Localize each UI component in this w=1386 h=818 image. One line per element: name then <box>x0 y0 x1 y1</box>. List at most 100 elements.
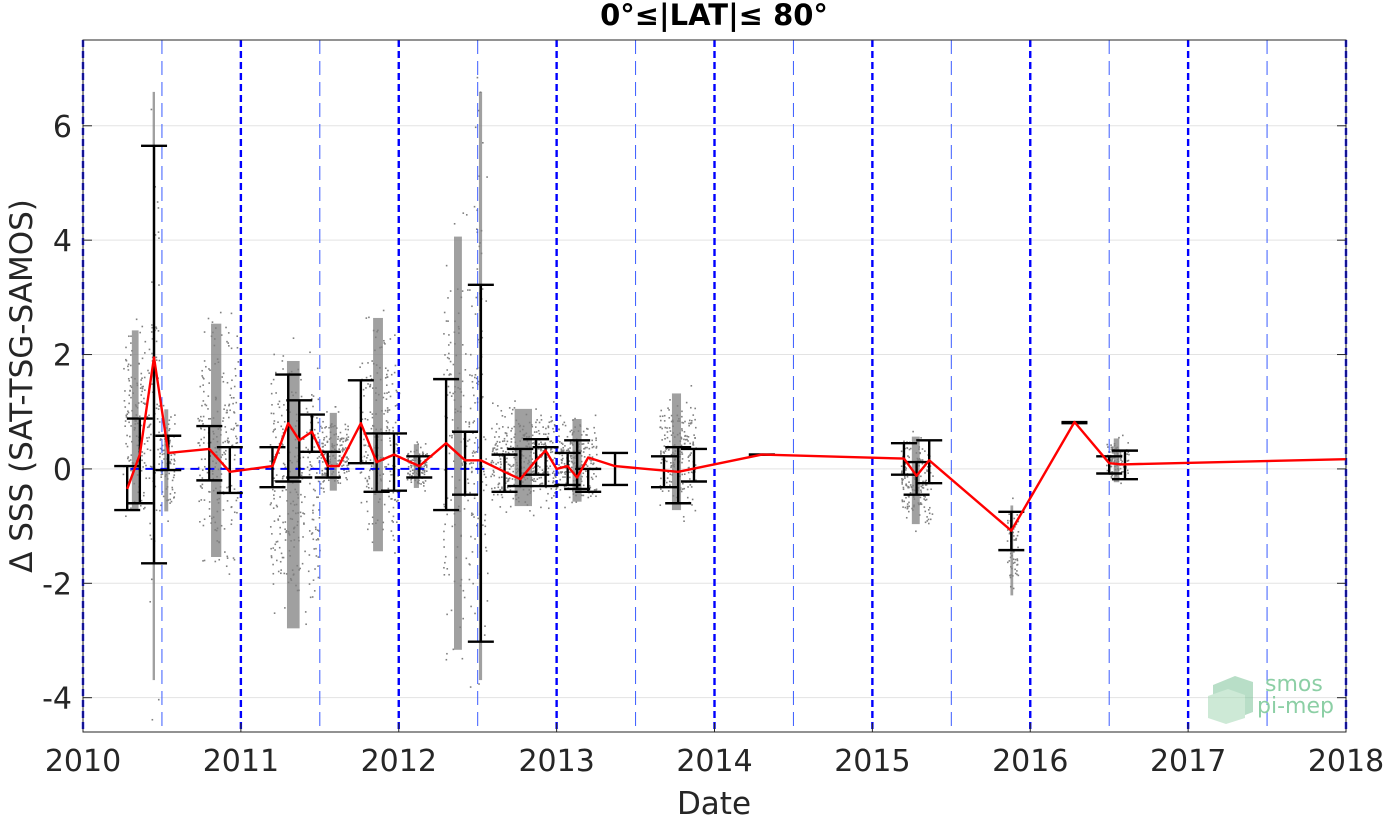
scatter-point <box>512 470 515 473</box>
scatter-point <box>275 474 278 476</box>
scatter-point <box>270 502 272 504</box>
scatter-point <box>360 471 363 473</box>
scatter-point <box>236 437 238 440</box>
scatter-point <box>689 484 692 486</box>
scatter-point <box>389 440 391 442</box>
scatter-point <box>446 369 449 371</box>
scatter-point <box>501 496 504 499</box>
scatter-point <box>124 425 126 428</box>
scatter-point <box>902 506 904 508</box>
scatter-point <box>144 352 146 354</box>
scatter-point <box>233 385 236 388</box>
scatter-point <box>469 374 471 376</box>
scatter-point <box>275 392 277 394</box>
scatter-point <box>568 450 571 453</box>
scatter-point <box>692 444 695 446</box>
scatter-point <box>908 496 910 498</box>
scatter-point <box>560 450 563 453</box>
scatter-point <box>446 356 449 359</box>
scatter-point <box>550 448 553 451</box>
scatter-point <box>150 466 153 468</box>
scatter-point <box>154 485 157 488</box>
scatter-point <box>201 469 204 471</box>
scatter-band <box>211 323 222 557</box>
scatter-point <box>538 477 541 479</box>
scatter-point <box>363 438 365 441</box>
scatter-point <box>540 476 543 479</box>
scatter-point <box>312 488 315 491</box>
scatter-point <box>234 454 236 457</box>
scatter-point <box>203 465 206 468</box>
scatter-point <box>554 425 556 427</box>
scatter-point <box>422 485 425 487</box>
scatter-point <box>668 440 671 443</box>
scatter-point <box>552 459 554 461</box>
scatter-point <box>564 476 566 478</box>
scatter-point <box>423 471 426 473</box>
scatter-point <box>313 446 316 448</box>
scatter-point <box>560 462 563 464</box>
scatter-point <box>323 491 325 493</box>
scatter-point <box>148 436 150 439</box>
scatter-point <box>903 500 906 503</box>
scatter-point <box>342 440 344 443</box>
scatter-point <box>366 510 369 513</box>
scatter-point <box>226 555 229 558</box>
scatter-point <box>550 416 552 418</box>
scatter-point <box>361 362 364 365</box>
scatter-point <box>280 414 283 417</box>
error-bar-2 <box>141 144 168 565</box>
scatter-point <box>208 515 211 518</box>
scatter-point <box>473 483 476 485</box>
scatter-point <box>235 435 237 438</box>
scatter-point <box>1012 562 1015 564</box>
scatter-point <box>533 478 535 480</box>
scatter-point <box>279 526 281 529</box>
scatter-point <box>472 421 475 424</box>
scatter-point <box>474 538 476 540</box>
scatter-point <box>900 471 903 474</box>
scatter-point <box>144 402 146 405</box>
scatter-point <box>471 452 474 454</box>
scatter-point <box>681 429 683 432</box>
scatter-point <box>139 331 141 334</box>
scatter-point <box>425 464 428 467</box>
y-tick-label-1: -2 <box>42 567 72 602</box>
scatter-point <box>308 473 311 476</box>
scatter-point <box>144 340 147 343</box>
scatter-point <box>208 490 210 493</box>
scatter-point <box>346 478 348 481</box>
scatter-point <box>541 482 544 485</box>
scatter-point <box>143 376 146 379</box>
scatter-point <box>448 452 451 455</box>
scatter-point <box>583 447 585 450</box>
scatter-point <box>368 475 370 478</box>
scatter-point <box>273 477 275 479</box>
scatter-point <box>501 455 504 457</box>
scatter-point <box>155 340 158 343</box>
error-bar-27 <box>665 445 692 505</box>
scatter-point <box>691 504 693 506</box>
smos-pi-mep-logo: smos pi-mep <box>1208 672 1334 724</box>
scatter-point <box>392 430 395 432</box>
scatter-point <box>564 471 567 473</box>
scatter-point <box>367 528 369 531</box>
scatter-point <box>280 552 283 555</box>
scatter-point <box>664 426 667 429</box>
scatter-point <box>531 479 534 482</box>
scatter-point <box>509 464 511 466</box>
scatter-point <box>921 462 924 465</box>
scatter-point <box>550 497 553 499</box>
scatter-point <box>1107 446 1109 448</box>
scatter-point <box>410 475 413 477</box>
scatter-point <box>130 386 133 389</box>
scatter-point <box>920 491 923 493</box>
scatter-point <box>492 493 495 496</box>
scatter-point <box>370 465 373 467</box>
scatter-point <box>550 487 553 490</box>
scatter-point <box>396 391 398 393</box>
scatter-point <box>149 449 152 452</box>
scatter-point <box>1110 444 1112 446</box>
scatter-point <box>591 439 594 442</box>
scatter-point <box>364 444 367 447</box>
